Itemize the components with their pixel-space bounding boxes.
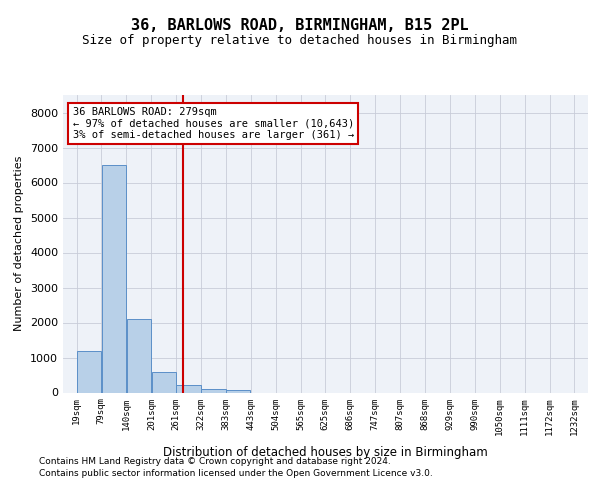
- Text: Contains public sector information licensed under the Open Government Licence v3: Contains public sector information licen…: [39, 469, 433, 478]
- Text: 36 BARLOWS ROAD: 279sqm
← 97% of detached houses are smaller (10,643)
3% of semi: 36 BARLOWS ROAD: 279sqm ← 97% of detache…: [73, 107, 354, 140]
- Bar: [102, 165, 126, 392]
- Bar: [176, 385, 200, 392]
- Text: 36, BARLOWS ROAD, BIRMINGHAM, B15 2PL: 36, BARLOWS ROAD, BIRMINGHAM, B15 2PL: [131, 18, 469, 32]
- Text: Contains HM Land Registry data © Crown copyright and database right 2024.: Contains HM Land Registry data © Crown c…: [39, 458, 391, 466]
- Bar: [152, 372, 176, 392]
- X-axis label: Distribution of detached houses by size in Birmingham: Distribution of detached houses by size …: [163, 446, 488, 459]
- Bar: [202, 389, 226, 392]
- Bar: [77, 350, 101, 393]
- Text: Size of property relative to detached houses in Birmingham: Size of property relative to detached ho…: [83, 34, 517, 47]
- Bar: [127, 319, 151, 392]
- Bar: [226, 390, 250, 392]
- Y-axis label: Number of detached properties: Number of detached properties: [14, 156, 25, 332]
